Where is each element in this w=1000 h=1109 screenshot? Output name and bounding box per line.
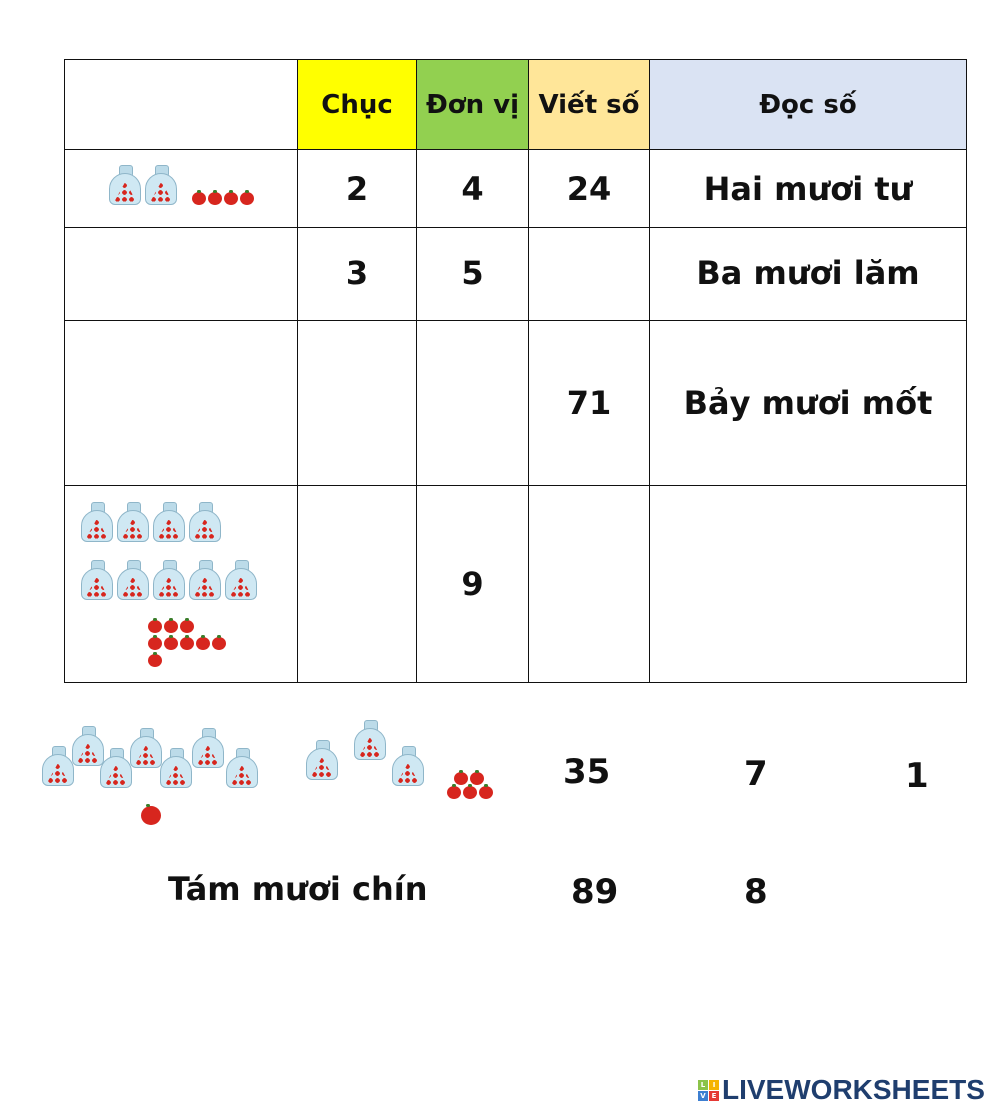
header-don-vi: Đơn vị [416,59,529,150]
drag-value-1[interactable]: 1 [905,756,929,796]
tomato-picture-24 [64,149,298,228]
header-chuc: Chục [297,59,417,150]
header-image [64,59,298,150]
tomato-picture-99 [64,485,298,683]
tomato-bag-icon [143,164,179,205]
header-doc-so: Đọc số [649,59,967,150]
cell-chuc: 3 [297,227,417,321]
tomato-bag-icon [107,164,143,205]
cell-doc-so: Hai mươi tư [649,149,967,228]
liveworksheets-logo: L I V E LIVEWORKSHEETS [698,1074,985,1106]
drag-value-89[interactable]: 89 [571,872,619,912]
cell-viet-so: 24 [528,149,650,228]
drag-value-35[interactable]: 35 [563,752,611,792]
header-row: Chục Đơn vị Viết số Đọc số [64,59,967,150]
table-row: 2 4 24 Hai mươi tư [64,149,967,228]
drag-picture-71[interactable] [40,718,270,828]
number-table: Chục Đơn vị Viết số Đọc số 2 4 24 Hai mư… [64,59,967,683]
cell-doc-so: Bảy mươi mốt [649,320,967,486]
table-row: 9 [64,485,967,683]
drop-zone-viet-so[interactable] [528,485,650,683]
cell-doc-so: Ba mươi lăm [649,227,967,321]
drag-text-tam-muoi-chin[interactable]: Tám mươi chín [168,870,428,908]
tomato-icon [191,189,206,205]
drag-value-8[interactable]: 8 [744,872,768,912]
live-blocks-icon: L I V E [698,1079,719,1101]
cell-don-vi: 9 [416,485,529,683]
drag-picture-35[interactable] [304,716,514,806]
cell-chuc: 2 [297,149,417,228]
drop-zone-doc-so[interactable] [649,485,967,683]
cell-don-vi: 5 [416,227,529,321]
drop-zone-don-vi[interactable] [416,320,529,486]
tomato-icon [207,189,222,205]
cell-viet-so: 71 [528,320,650,486]
drop-zone-viet-so[interactable] [528,227,650,321]
logo-text: LIVEWORKSHEETS [722,1074,985,1105]
cell-don-vi: 4 [416,149,529,228]
tomato-icon [141,804,161,825]
drop-zone-chuc[interactable] [297,485,417,683]
tomato-icon [239,189,254,205]
header-viet-so: Viết số [528,59,650,150]
drag-value-7[interactable]: 7 [744,754,768,794]
tomato-icon [223,189,238,205]
drop-zone-image[interactable] [64,227,298,321]
drop-zone-image[interactable] [64,320,298,486]
table-row: 71 Bảy mươi mốt [64,320,967,486]
table-row: 3 5 Ba mươi lăm [64,227,967,321]
drop-zone-chuc[interactable] [297,320,417,486]
